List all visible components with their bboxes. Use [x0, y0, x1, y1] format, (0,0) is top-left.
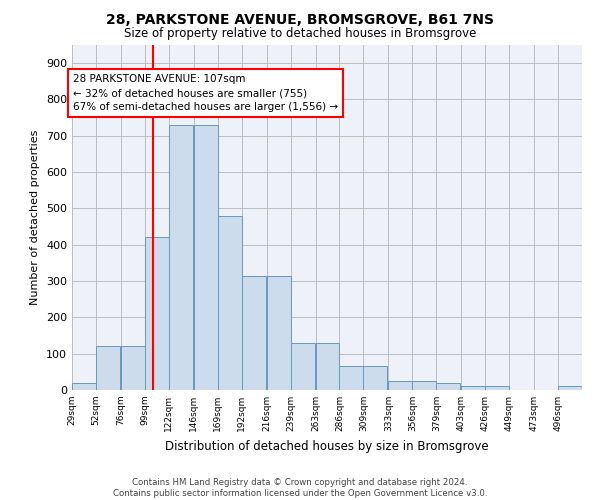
Bar: [340, 366, 364, 390]
Y-axis label: Number of detached properties: Number of detached properties: [31, 130, 40, 305]
Bar: [388, 381, 412, 390]
Bar: [461, 386, 485, 390]
Bar: [169, 125, 193, 390]
Text: 28, PARKSTONE AVENUE, BROMSGROVE, B61 7NS: 28, PARKSTONE AVENUE, BROMSGROVE, B61 7N…: [106, 12, 494, 26]
Bar: [485, 386, 509, 390]
Bar: [436, 382, 460, 390]
Text: Contains HM Land Registry data © Crown copyright and database right 2024.
Contai: Contains HM Land Registry data © Crown c…: [113, 478, 487, 498]
Bar: [290, 343, 314, 390]
Bar: [364, 366, 388, 390]
Bar: [145, 238, 169, 390]
Bar: [266, 276, 290, 390]
Bar: [121, 346, 145, 390]
Bar: [412, 381, 436, 390]
Bar: [194, 125, 218, 390]
Bar: [96, 346, 120, 390]
Bar: [242, 276, 266, 390]
Bar: [218, 216, 242, 390]
Bar: [316, 343, 340, 390]
Bar: [558, 386, 582, 390]
Bar: [72, 382, 96, 390]
Text: Size of property relative to detached houses in Bromsgrove: Size of property relative to detached ho…: [124, 28, 476, 40]
Text: 28 PARKSTONE AVENUE: 107sqm
← 32% of detached houses are smaller (755)
67% of se: 28 PARKSTONE AVENUE: 107sqm ← 32% of det…: [73, 74, 338, 112]
X-axis label: Distribution of detached houses by size in Bromsgrove: Distribution of detached houses by size …: [165, 440, 489, 452]
